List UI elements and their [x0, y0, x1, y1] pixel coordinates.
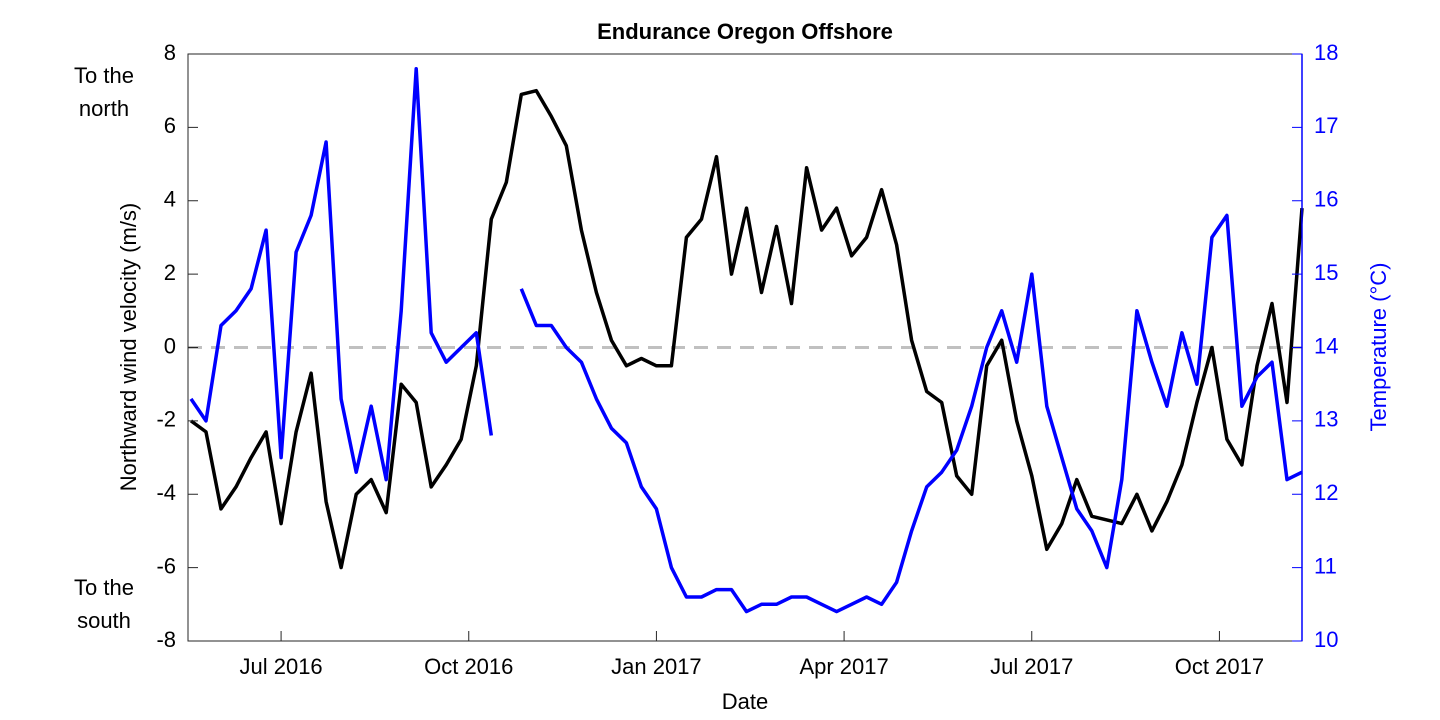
y-tick-label: 8	[164, 40, 176, 65]
y2-tick-label: 15	[1314, 260, 1338, 285]
annotation: south	[77, 608, 131, 633]
y-tick-label: -2	[156, 407, 176, 432]
data-line	[189, 88, 1304, 570]
y-tick-label: 6	[164, 113, 176, 138]
y-tick-label: 0	[164, 333, 176, 358]
y2-tick-label: 11	[1314, 553, 1337, 578]
x-tick-label: Jul 2017	[990, 654, 1073, 679]
y2-tick-label: 14	[1314, 333, 1338, 358]
x-tick-label: Oct 2016	[424, 654, 513, 679]
x-tick-label: Jan 2017	[611, 654, 702, 679]
data-line	[189, 66, 1303, 614]
annotation: To the	[74, 575, 134, 600]
y-tick-label: 4	[164, 187, 176, 212]
x-tick-label: Jul 2016	[239, 654, 322, 679]
y-tick-label: -6	[156, 553, 176, 578]
y2-tick-label: 12	[1314, 480, 1338, 505]
y-tick-label: -4	[156, 480, 176, 505]
y-tick-label: 2	[164, 260, 176, 285]
y2-tick-label: 16	[1314, 187, 1338, 212]
y2-tick-label: 17	[1314, 113, 1338, 138]
y-axis-label: Northward wind velocity (m/s)	[116, 203, 141, 492]
chart-title: Endurance Oregon Offshore	[597, 19, 893, 44]
y2-tick-label: 13	[1314, 407, 1338, 432]
annotation: north	[79, 96, 129, 121]
y2-axis-label: Temperature (°C)	[1366, 263, 1391, 432]
annotation: To the	[74, 63, 134, 88]
y2-tick-label: 18	[1314, 40, 1338, 65]
x-tick-label: Oct 2017	[1175, 654, 1264, 679]
x-axis-label: Date	[722, 689, 768, 714]
x-tick-label: Apr 2017	[799, 654, 888, 679]
y2-tick-label: 10	[1314, 627, 1338, 652]
y-tick-label: -8	[156, 627, 176, 652]
